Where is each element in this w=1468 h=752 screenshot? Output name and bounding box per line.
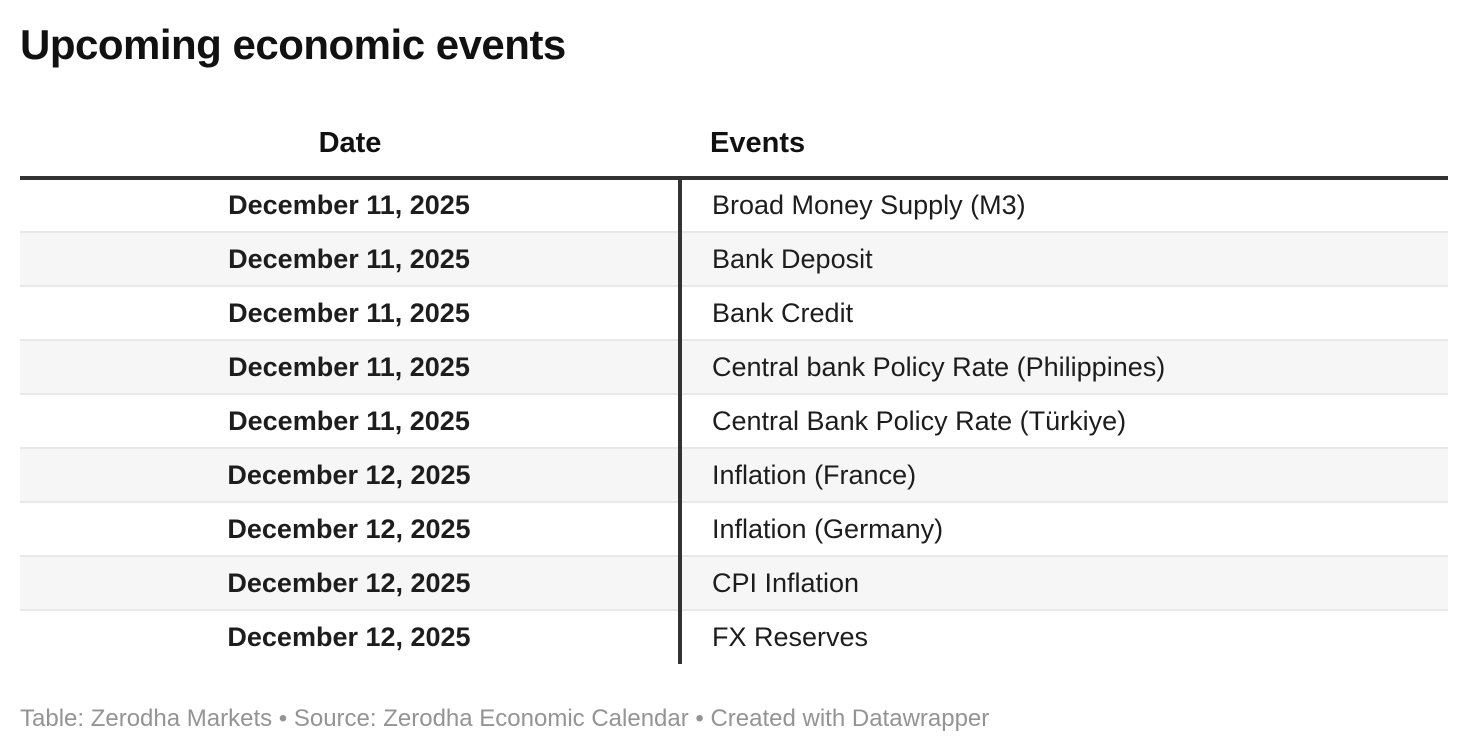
column-header-date: Date: [20, 70, 680, 180]
date-cell: December 11, 2025: [20, 393, 682, 448]
table-row: December 11, 2025 Central bank Policy Rat…: [20, 339, 1448, 394]
table-row: December 11, 2025 Bank Deposit: [20, 231, 1448, 286]
date-cell: December 11, 2025: [20, 178, 682, 232]
date-cell: December 12, 2025: [20, 447, 682, 502]
header-row: Date Events: [20, 70, 1448, 180]
event-cell: Bank Credit: [680, 285, 1448, 340]
table-row: December 11, 2025 Central Bank Policy Rat…: [20, 393, 1448, 448]
date-cell: December 11, 2025: [20, 231, 682, 286]
event-cell: Bank Deposit: [680, 231, 1448, 286]
event-cell: Central bank Policy Rate (Philippines): [680, 339, 1448, 394]
date-cell: December 11, 2025: [20, 339, 682, 394]
table-row: December 11, 2025 Broad Money Supply (M3): [20, 178, 1448, 232]
event-cell: Inflation (Germany): [680, 501, 1448, 556]
column-header-events: Events: [680, 70, 1448, 180]
table-row: December 11, 2025 Bank Credit: [20, 285, 1448, 340]
table-body: December 11, 2025 Broad Money Supply (M3)…: [20, 178, 1448, 664]
event-cell: Broad Money Supply (M3): [712, 190, 1026, 220]
page-title: Upcoming economic events: [20, 21, 566, 68]
event-cell: Inflation (France): [680, 447, 1448, 502]
date-cell: December 12, 2025: [20, 609, 682, 664]
event-cell: Central Bank Policy Rate (Türkiye): [680, 393, 1448, 448]
table-row: December 12, 2025 FX Reserves: [20, 609, 1448, 664]
attribution-footer: Table: Zerodha Markets • Source: Zerodha…: [20, 705, 990, 732]
table-row: December 12, 2025 Inflation (France): [20, 447, 1448, 502]
datawrapper-table-page: Upcoming economic events Date Events Dec…: [0, 20, 1468, 734]
event-cell: FX Reserves: [680, 609, 1448, 664]
table-row: December 12, 2025 CPI Inflation: [20, 555, 1448, 610]
date-cell: December 12, 2025: [20, 555, 682, 610]
economic-events-table: Date Events December 11, 2025 Broad Money…: [20, 70, 1448, 664]
date-cell: December 12, 2025: [20, 501, 682, 556]
date-cell: December 11, 2025: [20, 285, 682, 340]
event-cell: CPI Inflation: [680, 555, 1448, 610]
table-row: December 12, 2025 Inflation (Germany): [20, 501, 1448, 556]
